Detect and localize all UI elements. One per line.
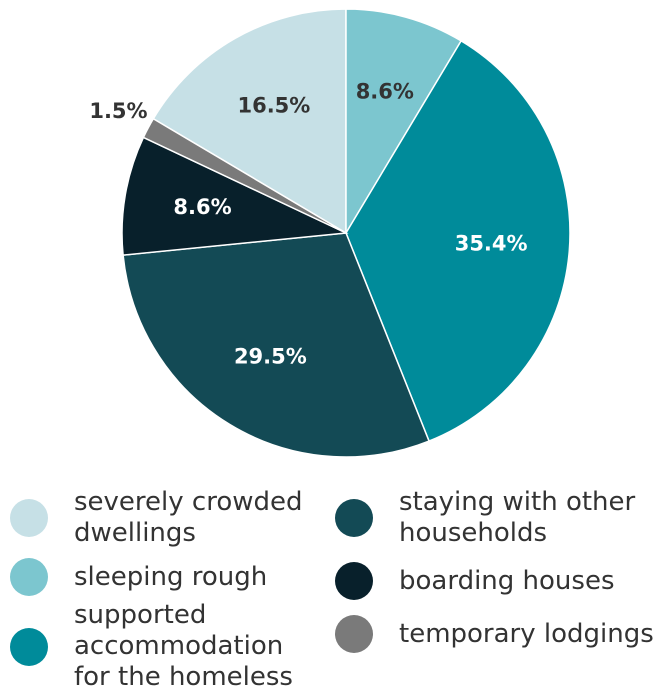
value-label: 35.4% (455, 232, 528, 256)
legend-item: temporary lodgings (335, 615, 670, 653)
legend-label: sleeping rough (74, 561, 268, 592)
legend-label: boarding houses (399, 565, 615, 596)
legend-label: severely crowded dwellings (74, 487, 303, 548)
legend-item: severely crowded dwellings (10, 487, 324, 549)
chart: 16.5% 8.6% 35.4% 29.5% 8.6% 1.5% (89, 8, 571, 458)
legend-item: sleeping rough (10, 558, 324, 596)
legend-swatch (10, 499, 48, 537)
value-label: 1.5% (89, 99, 147, 123)
legend-swatch (335, 562, 373, 600)
legend-swatch (335, 499, 373, 537)
legend-label: temporary lodgings (399, 618, 654, 649)
value-label: 29.5% (234, 344, 307, 368)
legend-label: supported accommodation for the homeless (74, 600, 293, 692)
legend-swatch (10, 627, 48, 666)
legend-label: staying with other households (399, 487, 636, 548)
pie-slice (142, 117, 347, 234)
pie-slice (152, 8, 347, 235)
legend-swatch (10, 558, 48, 596)
pie-slice (121, 136, 349, 256)
legend-item: staying with other households (335, 487, 669, 549)
value-label: 8.6% (356, 80, 414, 104)
value-label: 8.6% (173, 195, 231, 219)
legend-swatch (335, 615, 373, 653)
pie-slice (345, 8, 463, 236)
value-label: 16.5% (237, 93, 310, 117)
legend-item: supported accommodation for the homeless (10, 600, 324, 693)
legend-item: boarding houses (335, 562, 669, 600)
pie-slice (345, 39, 571, 443)
pie-slice (122, 232, 431, 458)
